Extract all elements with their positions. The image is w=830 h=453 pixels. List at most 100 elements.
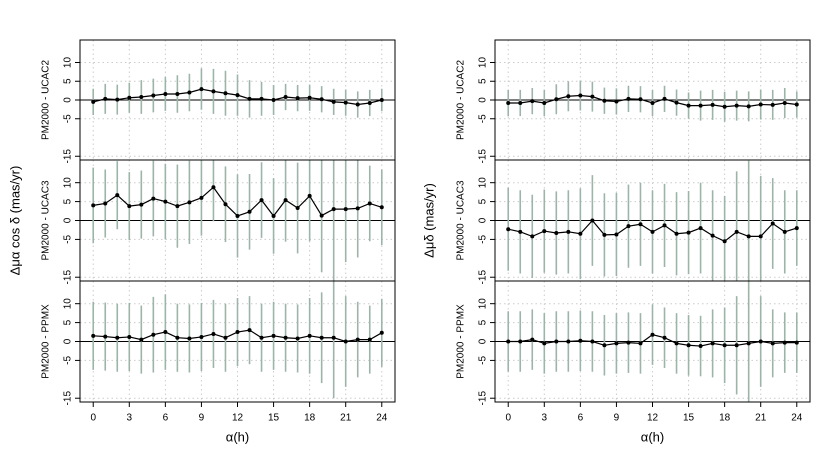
data-point bbox=[151, 332, 156, 337]
data-point bbox=[163, 199, 168, 204]
data-point bbox=[139, 202, 144, 207]
data-point bbox=[722, 239, 727, 244]
data-point bbox=[103, 201, 108, 206]
data-point bbox=[770, 221, 775, 226]
data-point bbox=[271, 333, 276, 338]
data-point bbox=[355, 206, 360, 211]
data-point bbox=[223, 335, 228, 340]
y-axis-label: Δμα cos δ (mas/yr) bbox=[7, 166, 22, 276]
data-point bbox=[343, 100, 348, 105]
data-point bbox=[127, 334, 132, 339]
data-point bbox=[283, 198, 288, 203]
y-tick-label: -15 bbox=[63, 270, 74, 285]
x-tick-label: 21 bbox=[340, 413, 352, 424]
x-tick-label: 0 bbox=[505, 413, 511, 424]
y-tick-label: 10 bbox=[478, 298, 489, 310]
y-tick-label: 0 bbox=[478, 97, 489, 103]
data-point bbox=[674, 100, 679, 105]
data-point bbox=[103, 96, 108, 101]
data-point bbox=[271, 98, 276, 102]
data-point bbox=[187, 90, 192, 95]
data-point bbox=[602, 343, 607, 348]
x-tick-label: 12 bbox=[647, 413, 659, 424]
data-point bbox=[542, 101, 547, 105]
y-tick-label: -15 bbox=[478, 270, 489, 285]
x-tick-label: 15 bbox=[683, 413, 695, 424]
data-point bbox=[698, 103, 703, 108]
data-point bbox=[554, 339, 559, 344]
data-point bbox=[247, 209, 252, 214]
data-point bbox=[686, 343, 691, 348]
data-point bbox=[650, 332, 655, 337]
data-point bbox=[518, 101, 523, 105]
data-point bbox=[211, 331, 216, 336]
data-point bbox=[163, 330, 168, 335]
data-point bbox=[566, 339, 571, 344]
data-point bbox=[187, 336, 192, 341]
data-point bbox=[319, 97, 324, 102]
data-point bbox=[175, 335, 180, 340]
x-tick-label: 9 bbox=[614, 413, 620, 424]
data-point bbox=[674, 341, 679, 346]
plot-area bbox=[91, 68, 384, 118]
data-point bbox=[175, 92, 180, 96]
y-tick-label: -5 bbox=[478, 114, 489, 123]
data-point bbox=[235, 330, 240, 335]
data-point bbox=[319, 335, 324, 340]
data-point bbox=[283, 335, 288, 340]
x-tick-label: 0 bbox=[90, 413, 96, 424]
y-tick-label: -15 bbox=[478, 149, 489, 164]
x-tick-label: 6 bbox=[163, 413, 169, 424]
y-axis-label: Δμδ (mas/yr) bbox=[421, 183, 436, 258]
data-point bbox=[626, 224, 631, 229]
data-point bbox=[331, 99, 336, 104]
data-point bbox=[259, 335, 264, 340]
data-point bbox=[578, 231, 583, 236]
data-point bbox=[295, 96, 300, 101]
data-point bbox=[638, 222, 643, 227]
x-axis-label: α(h) bbox=[226, 429, 249, 444]
data-point bbox=[115, 335, 120, 340]
data-point bbox=[247, 328, 252, 333]
y-tick-label: -5 bbox=[478, 356, 489, 365]
x-tick-label: 18 bbox=[304, 413, 316, 424]
data-point bbox=[139, 95, 144, 99]
data-point bbox=[331, 207, 336, 212]
data-point bbox=[566, 229, 571, 234]
data-point bbox=[223, 202, 228, 207]
y-tick-label: 0 bbox=[63, 97, 74, 103]
x-tick-label: 12 bbox=[232, 413, 244, 424]
data-point bbox=[271, 213, 276, 218]
data-point bbox=[187, 200, 192, 205]
data-point bbox=[566, 94, 571, 99]
panel-label: PM2000 - UCAC2 bbox=[41, 60, 52, 140]
y-tick-label: 5 bbox=[478, 78, 489, 84]
data-point bbox=[554, 97, 559, 102]
data-point bbox=[662, 335, 667, 340]
y-tick-label: -5 bbox=[63, 235, 74, 244]
y-tick-label: -5 bbox=[478, 235, 489, 244]
data-point bbox=[794, 226, 799, 231]
data-point bbox=[626, 340, 631, 345]
plot-area bbox=[506, 281, 799, 402]
data-point bbox=[542, 341, 547, 346]
y-tick-label: -5 bbox=[63, 356, 74, 365]
x-axis-label: α(h) bbox=[641, 429, 664, 444]
data-point bbox=[367, 101, 372, 105]
x-tick-label: 21 bbox=[755, 413, 767, 424]
data-point bbox=[199, 87, 204, 92]
panel-label: PM2000 - PPMX bbox=[41, 304, 52, 379]
data-point bbox=[530, 234, 535, 239]
data-point bbox=[211, 185, 216, 190]
data-point bbox=[259, 198, 264, 203]
data-point bbox=[211, 89, 216, 94]
data-point bbox=[307, 333, 312, 338]
data-point bbox=[530, 337, 535, 342]
y-tick-label: 5 bbox=[63, 198, 74, 204]
y-tick-label: -15 bbox=[63, 149, 74, 164]
panel-label: PM2000 - UCAC3 bbox=[456, 180, 467, 260]
data-point bbox=[343, 339, 348, 344]
data-point bbox=[698, 344, 703, 349]
y-tick-label: 0 bbox=[63, 217, 74, 223]
